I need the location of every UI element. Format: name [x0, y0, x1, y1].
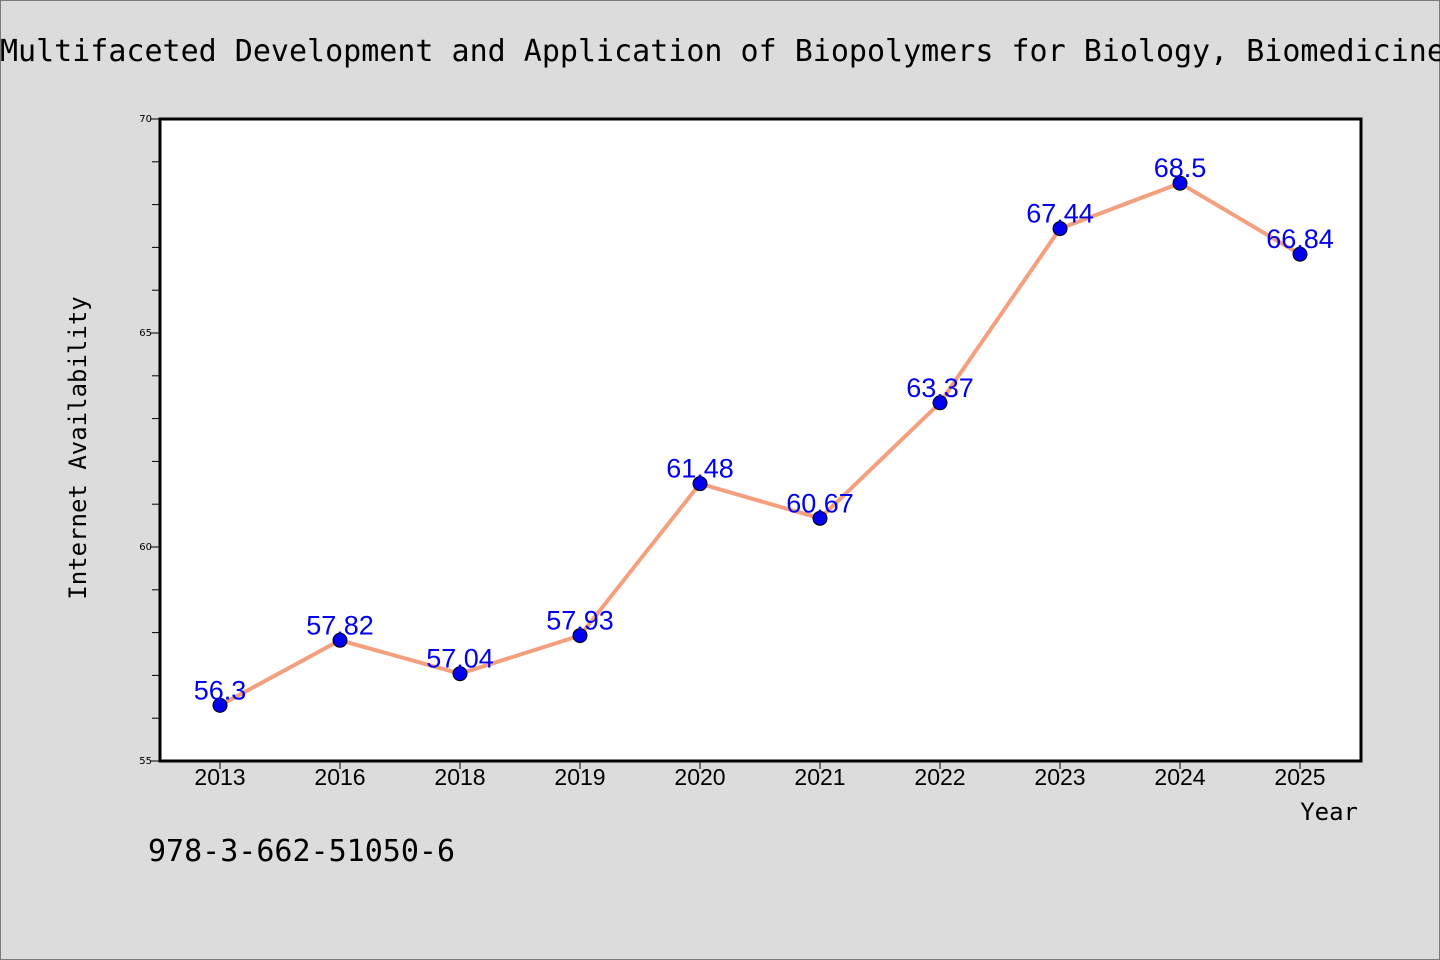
data-point: [1172, 175, 1188, 191]
data-label: 57.04: [426, 644, 494, 674]
x-tick-label: 2013: [194, 764, 245, 790]
x-tick-label: 2016: [314, 764, 365, 790]
chart-title: Multifaceted Development and Application…: [0, 34, 1440, 69]
x-tick-label: 2018: [434, 764, 485, 790]
data-label: 66.84: [1266, 224, 1334, 254]
data-label: 60.67: [786, 488, 854, 518]
data-label: 68.5: [1154, 153, 1207, 183]
y-tick-label: 55: [139, 756, 152, 767]
x-axis-label: Year: [1300, 798, 1358, 826]
data-point: [572, 628, 588, 644]
data-point: [1052, 221, 1068, 237]
x-tick-label: 2021: [794, 764, 845, 790]
series-line: [218, 181, 1302, 708]
y-tick-label: 60: [139, 542, 152, 553]
data-point: [212, 697, 228, 713]
data-point: [452, 666, 468, 682]
data-point: [1292, 246, 1308, 262]
data-label: 57.82: [306, 610, 374, 640]
x-tick-label: 2024: [1154, 764, 1205, 790]
plot-area: [160, 119, 1361, 761]
data-point: [692, 476, 708, 492]
data-label: 56.3: [194, 675, 247, 705]
data-label: 67.44: [1026, 199, 1094, 229]
y-axis-label: Internet Availability: [64, 296, 92, 599]
data-label: 61.48: [666, 454, 734, 484]
x-tick-label: 2023: [1034, 764, 1085, 790]
data-point: [932, 395, 948, 411]
x-tick-label: 2025: [1274, 764, 1325, 790]
data-point: [332, 632, 348, 648]
x-tick-label: 2019: [554, 764, 605, 790]
isbn-text: 978-3-662-51050-6: [148, 834, 456, 869]
data-label: 63.37: [906, 373, 974, 403]
x-tick-label: 2022: [914, 764, 965, 790]
data-point: [812, 510, 828, 526]
plot-border: [158, 117, 1363, 763]
x-tick-label: 2020: [674, 764, 725, 790]
y-tick-label: 65: [139, 328, 152, 339]
y-tick-label: 70: [139, 114, 152, 125]
data-label: 57.93: [546, 606, 614, 636]
